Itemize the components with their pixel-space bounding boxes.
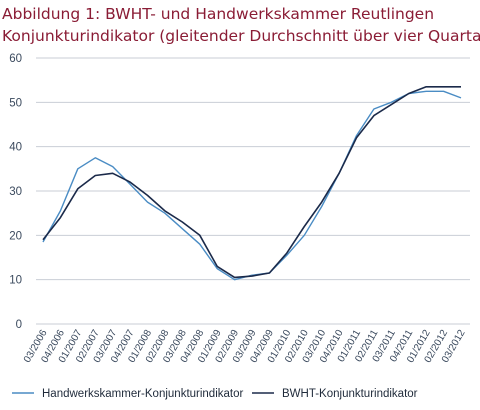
- y-tick-label: 20: [9, 230, 22, 242]
- y-tick-label: 50: [9, 97, 22, 109]
- chart-title-line-2: Konjunkturindikator (gleitender Durchsch…: [2, 27, 480, 45]
- y-tick-label: 30: [9, 186, 22, 198]
- series-line-2: [42, 86, 461, 279]
- chart-title-line-1: Abbildung 1: BWHT- und Handwerkskammer R…: [2, 5, 435, 23]
- y-tick-label: 60: [9, 53, 22, 65]
- legend-label-2: BWHT-Konjunkturindikator: [282, 388, 418, 400]
- y-tick-label: 10: [9, 275, 22, 287]
- y-tick-label: 0: [16, 319, 22, 331]
- y-tick-label: 40: [9, 142, 22, 154]
- legend-label-1: Handwerkskammer-Konjunkturindikator: [42, 388, 243, 400]
- series-line-1: [42, 90, 462, 281]
